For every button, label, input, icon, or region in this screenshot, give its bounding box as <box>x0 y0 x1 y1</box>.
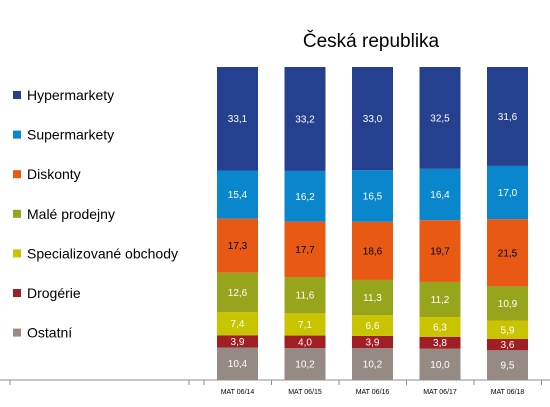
bar-diskonty-2 <box>284 221 326 278</box>
x-tick-label-5: MAT 06/18 <box>491 389 525 396</box>
bar-male-prodejny-2 <box>284 277 326 314</box>
data-label-supermarkety-3: 16,5 <box>363 191 383 202</box>
bar-male-prodejny-5 <box>487 286 528 321</box>
legend-label-ostatni: Ostatní <box>27 325 72 341</box>
bar-specializovane-obchody-1 <box>217 312 258 336</box>
data-label-diskonty-5: 21,5 <box>498 248 518 259</box>
legend-swatch-specializovane-obchody <box>13 249 21 258</box>
data-label-hypermarkety-1: 33,1 <box>228 114 248 125</box>
data-label-diskonty-1: 17,3 <box>228 241 248 252</box>
x-tick-label-3: MAT 06/16 <box>356 389 390 396</box>
data-label-male-prodejny-3: 11,3 <box>363 293 382 304</box>
data-label-ostatni-3: 10,2 <box>363 360 383 371</box>
data-label-hypermarkety-5: 31,6 <box>498 112 518 123</box>
chart-title: Česká republika <box>303 30 440 52</box>
data-label-ostatni-1: 10,4 <box>228 359 248 370</box>
bar-drogerie-3 <box>352 335 393 349</box>
data-label-diskonty-2: 17,7 <box>295 245 315 256</box>
bar-diskonty-4 <box>419 220 461 282</box>
bar-supermarkety-3 <box>352 170 393 222</box>
legend-swatch-supermarkety <box>13 130 21 139</box>
bar-drogerie-2 <box>284 335 326 349</box>
legend-swatch-diskonty <box>13 170 21 179</box>
data-label-hypermarkety-2: 33,2 <box>295 114 315 125</box>
data-label-ostatni-2: 10,2 <box>295 360 315 371</box>
legend-label-diskonty: Diskonty <box>27 166 81 182</box>
bar-drogerie-4 <box>419 336 461 349</box>
bar-ostatni-3 <box>352 348 393 380</box>
bar-specializovane-obchody-4 <box>419 317 461 337</box>
legend-swatch-hypermarkety <box>13 91 21 99</box>
data-label-supermarkety-1: 15,4 <box>228 190 248 201</box>
x-axis: MAT 06/14 MAT 06/15 MAT 06/16 MAT 06/17 MAT … <box>0 379 550 396</box>
data-label-ostatni-4: 10,0 <box>430 360 450 371</box>
data-label-supermarkety-5: 17,0 <box>498 188 518 199</box>
x-tick-label-4: MAT 06/17 <box>423 389 457 396</box>
data-label-diskonty-4: 19,7 <box>430 247 450 258</box>
legend-swatch-drogerie <box>13 289 21 297</box>
data-label-drogerie-4: 3,8 <box>433 338 447 349</box>
bar-ostatni-5 <box>487 350 528 380</box>
data-label-male-prodejny-5: 10,9 <box>498 299 518 310</box>
bar-supermarkety-2 <box>284 170 326 222</box>
legend-label-specializovane-obchody: Specializované obchody <box>27 245 178 261</box>
legend-label-male-prodejny: Malé prodejny <box>27 206 115 222</box>
bar-male-prodejny-3 <box>352 279 393 316</box>
legend-label-supermarkety: Supermarkety <box>27 127 114 143</box>
bar-supermarkety-5 <box>487 165 528 220</box>
legend-swatch-ostatni <box>13 328 21 337</box>
bar-ostatni-4 <box>419 348 461 380</box>
legend-label-hypermarkety: Hypermarkety <box>27 87 114 103</box>
data-label-male-prodejny-1: 12,6 <box>228 288 248 299</box>
data-label-specializovane-obchody-3: 6,6 <box>366 321 380 332</box>
bar-diskonty-1 <box>217 218 258 273</box>
data-label-drogerie-2: 4,0 <box>298 337 312 348</box>
data-label-hypermarkety-4: 32,5 <box>430 113 450 124</box>
data-label-supermarkety-4: 16,4 <box>430 190 450 201</box>
data-label-specializovane-obchody-5: 5,9 <box>501 325 515 336</box>
bar-male-prodejny-1 <box>217 272 258 313</box>
bar-drogerie-5 <box>487 338 528 351</box>
bar-supermarkety-1 <box>217 170 258 219</box>
data-label-drogerie-1: 3,9 <box>231 337 245 348</box>
bar-specializovane-obchody-2 <box>284 313 326 336</box>
data-label-drogerie-5: 3,6 <box>501 340 515 351</box>
bar-drogerie-1 <box>217 335 258 348</box>
bar-ostatni-1 <box>217 347 258 380</box>
data-label-specializovane-obchody-4: 6,3 <box>433 322 447 333</box>
x-tick-label-2: MAT 06/15 <box>288 389 322 396</box>
x-tick-label-1: MAT 06/14 <box>221 389 255 396</box>
bar-hypermarkety-1 <box>217 67 258 171</box>
bar-specializovane-obchody-5 <box>487 320 528 339</box>
legend-swatch-male-prodejny <box>13 209 21 218</box>
data-label-diskonty-3: 18,6 <box>363 246 383 257</box>
bar-ostatni-2 <box>284 348 326 380</box>
bar-hypermarkety-4 <box>419 67 461 169</box>
data-label-hypermarkety-3: 33,0 <box>363 114 383 125</box>
bar-specializovane-obchody-3 <box>352 315 393 336</box>
data-label-male-prodejny-4: 11,2 <box>431 295 450 306</box>
bar-male-prodejny-4 <box>419 281 461 318</box>
bar-hypermarkety-5 <box>487 67 528 166</box>
bar-hypermarkety-2 <box>284 67 326 171</box>
data-label-specializovane-obchody-1: 7,4 <box>231 319 245 330</box>
data-label-specializovane-obchody-2: 7,1 <box>298 320 312 331</box>
legend: Hypermarkety Supermarkety Diskonty Malé pro… <box>13 87 178 341</box>
bar-diskonty-5 <box>487 219 528 287</box>
data-label-ostatni-5: 9,5 <box>501 361 515 372</box>
data-label-male-prodejny-2: 11,6 <box>296 291 315 302</box>
bar-hypermarkety-3 <box>352 67 393 171</box>
bars: 10,4 3,9 7,4 12,6 17,3 15,4 33,1 10,2 4,0 7,1 11,6… <box>217 67 528 380</box>
data-label-supermarkety-2: 16,2 <box>295 192 315 203</box>
legend-label-drogerie: Drogérie <box>27 285 81 301</box>
bar-diskonty-3 <box>352 221 393 280</box>
bar-supermarkety-4 <box>419 168 461 221</box>
data-label-drogerie-3: 3,9 <box>366 338 380 349</box>
